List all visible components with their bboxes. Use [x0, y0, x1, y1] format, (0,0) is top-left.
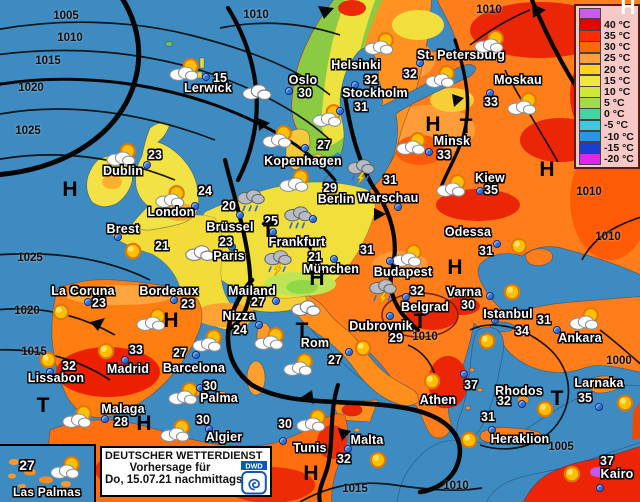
- dwd-logo-text: DWD: [245, 461, 262, 470]
- legend-swatch: [579, 41, 601, 53]
- legend-temp-label: 35 °C: [604, 29, 631, 42]
- legend-row: 40 °C: [579, 18, 637, 31]
- legend-row: 30 °C: [579, 41, 637, 54]
- legend-temp-label: 0 °C: [604, 108, 625, 121]
- legend-swatch: [579, 142, 601, 154]
- legend-row: -20 °C: [579, 153, 637, 166]
- legend-row: 20 °C: [579, 63, 637, 76]
- legend-row: -15 °C: [579, 141, 637, 154]
- banner-date: Do, 15.07.21 nachmittags: [105, 474, 243, 486]
- legend-temp-label: 25 °C: [604, 52, 631, 65]
- dwd-logo: DWD: [241, 461, 267, 495]
- legend-swatch: [579, 119, 601, 132]
- legend-row: -10 °C: [579, 130, 637, 143]
- legend-temp-label: -15 °C: [604, 141, 634, 154]
- legend-temp-label: -10 °C: [604, 130, 634, 143]
- legend-swatch: [579, 52, 601, 65]
- legend-temp-label: 20 °C: [604, 63, 631, 76]
- isobars: [0, 9, 640, 502]
- legend-temp-label: 40 °C: [604, 18, 631, 31]
- forecast-banner: DEUTSCHER WETTERDIENST Vorhersage für Do…: [100, 446, 272, 497]
- front-triangles: [90, 4, 546, 441]
- legend-row: 35 °C: [579, 29, 637, 42]
- legend-row: [579, 7, 637, 20]
- legend-temp-label: -5 °C: [604, 119, 629, 132]
- legend-row: 10 °C: [579, 85, 637, 98]
- legend-swatch: [579, 7, 601, 20]
- legend-temp-label: 5 °C: [604, 97, 625, 110]
- inset-label: Las Palmas: [12, 485, 82, 499]
- legend-row: 15 °C: [579, 74, 637, 87]
- banner-agency: DEUTSCHER WETTERDIENST: [105, 450, 263, 462]
- legend-row: -5 °C: [579, 119, 637, 132]
- isobar-belgrad-ring: [381, 292, 459, 338]
- temperature-legend: 40 °C 35 °C 30 °C 25 °C 20 °C 15 °C 10 °C 5 °C 0…: [574, 4, 640, 169]
- legend-swatch: [579, 74, 601, 87]
- legend-temp-label: 10 °C: [604, 85, 631, 98]
- legend-swatch: [579, 63, 601, 76]
- las-palmas-inset: 27 Las Palmas: [0, 444, 96, 502]
- legend-swatch: [579, 86, 601, 98]
- legend-row: 25 °C: [579, 52, 637, 65]
- legend-swatch: [579, 153, 601, 165]
- legend-swatch: [579, 130, 601, 143]
- legend-swatch: [579, 30, 601, 42]
- legend-temp-label: -20 °C: [604, 153, 634, 166]
- legend-swatch: [579, 108, 601, 121]
- banner-subtitle: Vorhersage für: [129, 462, 211, 474]
- legend-swatch: [579, 18, 601, 31]
- legend-row: 5 °C: [579, 97, 637, 110]
- legend-row: 0 °C: [579, 108, 637, 121]
- legend-swatch: [579, 97, 601, 109]
- dwd-spiral-icon: [248, 478, 260, 491]
- inset-temp: 27: [19, 457, 35, 473]
- canary-islands-map: [8, 459, 71, 488]
- legend-temp-label: 15 °C: [604, 74, 631, 87]
- sun-behind-cloud-icon: [49, 456, 83, 481]
- legend-temp-label: 30 °C: [604, 41, 631, 54]
